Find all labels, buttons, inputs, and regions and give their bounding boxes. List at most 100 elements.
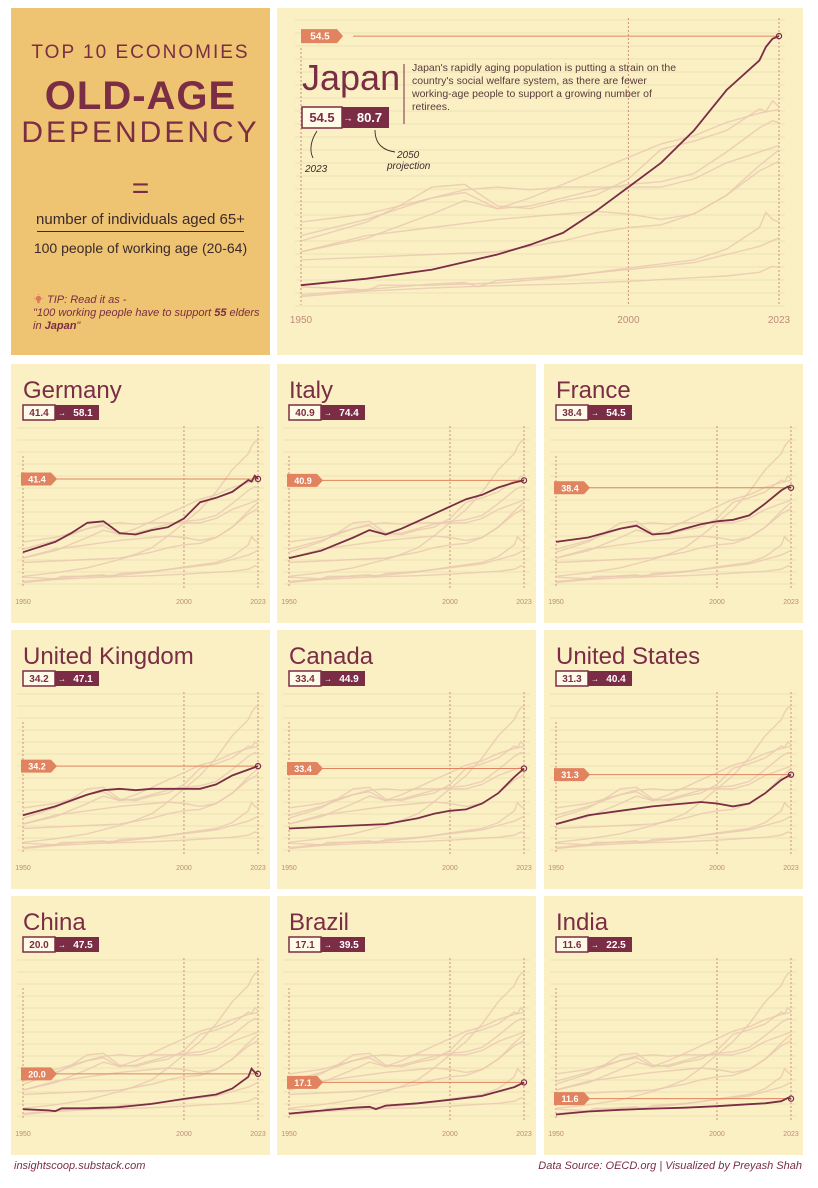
ghost-line-united-kingdom <box>555 499 792 550</box>
tick-label-1950: 1950 <box>281 1131 297 1138</box>
series-line-united-kingdom <box>22 765 259 817</box>
current-value: 40.9 <box>295 408 315 419</box>
tick-label-2000: 2000 <box>709 1131 725 1138</box>
value-tag <box>554 481 590 495</box>
ghost-line-united-states <box>288 507 525 559</box>
ghost-line-italy <box>22 1011 259 1091</box>
chart-svg: 1950 2000 2023 31.3 United States 31.3 → 40.4 <box>548 643 799 872</box>
tick-label-2000: 2000 <box>442 599 458 606</box>
ghost-line-japan <box>288 439 525 577</box>
fraction-bar <box>37 231 244 232</box>
chart-svg: 1950 2000 2023 11.6 India 11.6 → 22.5 <box>548 909 799 1138</box>
tick-label-2023: 2023 <box>768 315 791 326</box>
country-title: India <box>556 909 609 936</box>
end-point <box>520 765 528 772</box>
projection-value: 54.5 <box>606 408 626 419</box>
tip-number: 55 <box>214 307 227 319</box>
arrow-icon: → <box>58 941 66 950</box>
ghost-line-india <box>555 831 792 850</box>
tick-label-1950: 1950 <box>281 865 297 872</box>
ghost-line-india <box>288 831 525 850</box>
chart-svg: 1950 2000 2023 20.0 China 20.0 → 47.5 <box>15 909 266 1138</box>
projection-value: 44.9 <box>339 674 359 685</box>
series-line-canada <box>288 767 525 830</box>
ghost-line-germany <box>22 1006 259 1085</box>
chart-svg: 1950 2000 2023 38.4 France 38.4 → 54.5 <box>548 377 799 606</box>
end-point <box>787 484 795 491</box>
ghost-line-germany <box>288 740 525 819</box>
ghost-line-italy <box>22 745 259 825</box>
country-title: Brazil <box>289 909 349 936</box>
ghost-line-italy <box>555 479 792 559</box>
projection-value: 39.5 <box>339 940 359 951</box>
series-line-united-states <box>555 773 792 825</box>
projection-value-box <box>321 671 365 686</box>
ghost-line-united-states <box>288 1039 525 1091</box>
arrow-icon: → <box>343 114 353 125</box>
ghost-line-india <box>22 565 259 584</box>
ghost-line-france <box>300 119 780 223</box>
series-line-germany <box>22 474 259 554</box>
note-2050: 2050 projection <box>386 150 431 172</box>
value-tag-label: 41.4 <box>28 474 46 484</box>
ghost-line-germany <box>555 740 792 819</box>
projection-value-box <box>588 405 632 420</box>
value-tag <box>554 1092 590 1106</box>
tick-label-1950: 1950 <box>548 865 564 872</box>
arrow-icon: → <box>58 409 66 418</box>
projection-value-box <box>55 937 99 952</box>
ghost-line-japan <box>555 439 792 577</box>
ghost-line-india <box>288 1097 525 1116</box>
tick-label-2023: 2023 <box>250 599 266 606</box>
ghost-line-italy <box>300 108 780 253</box>
country-title: United States <box>556 643 700 670</box>
ghost-line-india <box>22 831 259 850</box>
ghost-line-brazil <box>288 549 525 583</box>
lightbulb-icon <box>33 294 44 304</box>
arrow-icon: → <box>58 675 66 684</box>
chart-svg: 1950 2000 2023 54.5 Japan 54.5 → 80.7 Japan's ra… <box>290 18 791 326</box>
value-tag <box>301 29 343 44</box>
country-title: Germany <box>23 377 122 404</box>
value-tag-label: 20.0 <box>28 1069 46 1079</box>
tip-text-c: elders in <box>33 307 260 332</box>
tip-text-a: "100 working people have to support <box>33 307 215 319</box>
ghost-line-canada <box>300 149 780 261</box>
projection-value-box <box>55 405 99 420</box>
end-point <box>254 475 262 483</box>
end-point <box>787 771 795 778</box>
current-value: 41.4 <box>29 408 49 419</box>
tick-label-2023: 2023 <box>783 599 799 606</box>
value-tag <box>21 1067 57 1081</box>
country-title: China <box>23 909 86 936</box>
tick-label-1950: 1950 <box>290 315 313 326</box>
tick-label-2000: 2000 <box>617 315 640 326</box>
ghost-line-brazil <box>555 815 792 849</box>
projection-value: 40.4 <box>606 674 626 685</box>
value-tag <box>287 1075 323 1089</box>
arrow-icon: → <box>324 941 332 950</box>
series-line-brazil <box>288 1081 525 1115</box>
projection-value-box <box>588 937 632 952</box>
current-value: 38.4 <box>562 408 582 419</box>
end-point <box>787 1095 795 1102</box>
value-tag-label: 34.2 <box>28 762 46 772</box>
ghost-line-japan <box>288 705 525 843</box>
value-tag-label: 31.3 <box>561 770 579 780</box>
end-point <box>520 477 528 484</box>
tip-country: Japan <box>44 320 77 332</box>
tick-label-1950: 1950 <box>548 599 564 606</box>
tick-label-1950: 1950 <box>15 1131 31 1138</box>
ghost-line-united-states <box>22 773 259 825</box>
ghost-line-germany <box>300 99 780 242</box>
ghost-line-germany <box>555 474 792 553</box>
chart-panel-united-states: 1950 2000 2023 31.3 United States 31.3 → 40.4 <box>544 630 803 889</box>
value-tag <box>554 768 590 782</box>
end-point <box>254 762 262 770</box>
main-title: OLD-AGE <box>44 74 237 118</box>
ghost-line-india <box>555 565 792 584</box>
ghost-line-united-kingdom <box>555 1031 792 1082</box>
chart-panel-japan: 1950 2000 2023 54.5 Japan 54.5 → 80.7 Japan's ra… <box>277 8 803 355</box>
ghost-line-brazil <box>555 549 792 583</box>
chart-svg: 1950 2000 2023 34.2 United Kingdom 34.2 → 47.1 <box>15 643 266 872</box>
